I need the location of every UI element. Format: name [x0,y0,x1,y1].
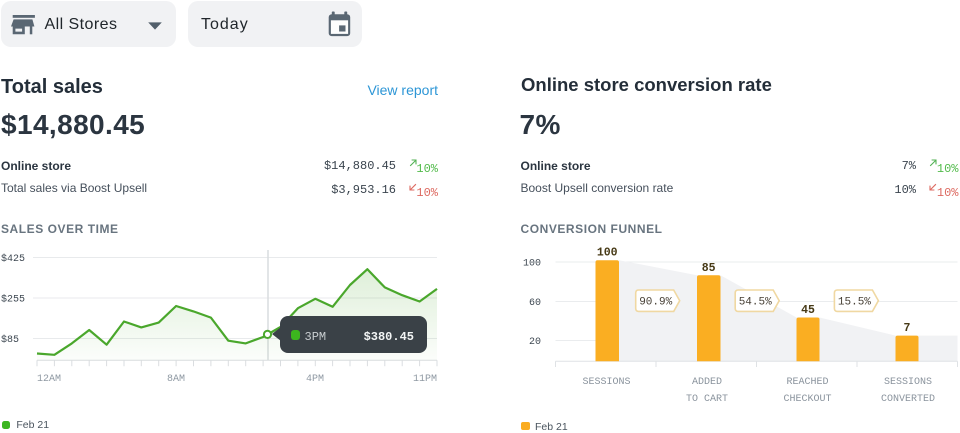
svg-text:SESSIONS: SESSIONS [582,377,630,388]
svg-text:54.5%: 54.5% [739,297,772,309]
svg-text:TO CART: TO CART [686,394,728,405]
svg-text:REACHED: REACHED [786,377,828,388]
svg-text:$85: $85 [1,334,19,346]
svg-text:100: 100 [523,259,541,270]
svg-text:$255: $255 [1,294,25,306]
svg-text:85: 85 [702,262,716,275]
svg-text:60: 60 [529,298,541,309]
svg-text:11PM: 11PM [413,374,437,385]
svg-text:SESSIONS: SESSIONS [884,377,932,388]
svg-text:15.5%: 15.5% [838,297,871,309]
svg-text:20: 20 [529,337,541,348]
svg-text:CONVERTED: CONVERTED [881,394,935,405]
svg-text:ADDED: ADDED [692,377,722,388]
svg-text:90.9%: 90.9% [639,297,672,309]
svg-text:CHECKOUT: CHECKOUT [783,394,831,405]
svg-text:8AM: 8AM [167,374,185,385]
svg-text:4PM: 4PM [306,374,324,385]
svg-text:12AM: 12AM [37,374,61,385]
svg-text:45: 45 [801,304,815,317]
svg-text:7: 7 [904,322,911,335]
svg-text:$425: $425 [1,253,25,265]
svg-text:100: 100 [597,247,618,260]
